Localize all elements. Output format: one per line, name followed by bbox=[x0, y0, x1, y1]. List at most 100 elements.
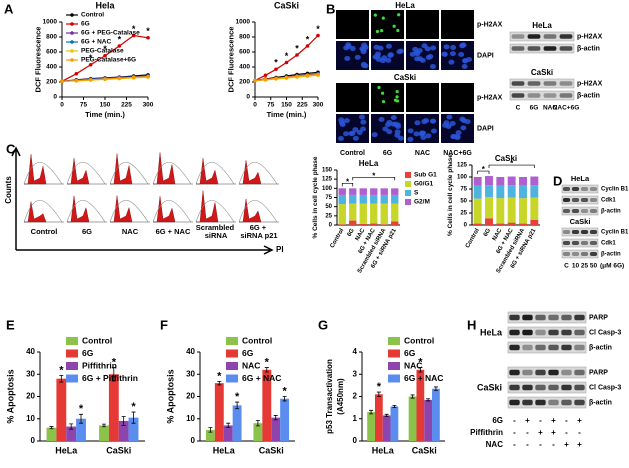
bar-segment bbox=[507, 222, 516, 225]
blot-title: CaSki bbox=[531, 68, 553, 77]
error-bar bbox=[131, 411, 136, 424]
blot-band bbox=[511, 81, 525, 86]
y-tick-label: 1000 bbox=[43, 19, 58, 26]
histogram-peak bbox=[196, 190, 219, 223]
y-tick-label: 10 bbox=[26, 414, 35, 423]
bar-segment bbox=[519, 198, 527, 224]
blot-title: CaSki bbox=[570, 217, 591, 226]
nucleus bbox=[464, 119, 471, 125]
data-point bbox=[263, 77, 268, 82]
y-tick-label: 30 bbox=[26, 369, 35, 378]
blot-band bbox=[559, 34, 573, 39]
error-bar bbox=[121, 416, 126, 426]
bar bbox=[271, 417, 281, 441]
legend-swatch bbox=[388, 362, 400, 370]
bar-segment bbox=[338, 188, 346, 195]
blot-band bbox=[543, 46, 557, 51]
blot-band bbox=[562, 198, 571, 202]
bar bbox=[56, 378, 67, 441]
blot-band bbox=[548, 369, 559, 376]
micrograph bbox=[441, 83, 474, 112]
nucleus bbox=[390, 115, 397, 121]
lane-label: C bbox=[564, 263, 569, 270]
data-point bbox=[60, 79, 64, 84]
blot-band bbox=[548, 384, 559, 391]
legend-marker bbox=[70, 58, 74, 62]
histogram-fit bbox=[23, 162, 63, 185]
significance-bracket bbox=[477, 170, 490, 175]
nucleus bbox=[361, 42, 368, 48]
nucleus bbox=[450, 134, 457, 140]
treatment-sign: - bbox=[565, 428, 568, 437]
blot-band bbox=[589, 209, 598, 213]
histogram-fit bbox=[66, 162, 106, 185]
stain-label: DAPI bbox=[477, 125, 494, 132]
panel-label: D bbox=[553, 173, 562, 188]
legend-swatch bbox=[226, 374, 238, 383]
x-tick-label: 6G bbox=[347, 228, 356, 238]
blot-strip bbox=[561, 227, 599, 237]
bar-segment bbox=[485, 176, 493, 186]
blot-strip bbox=[507, 366, 587, 379]
y-tick-label: 10 bbox=[186, 414, 195, 423]
bar-segment bbox=[370, 188, 378, 195]
blot-band bbox=[511, 46, 525, 51]
nucleus bbox=[360, 119, 367, 125]
nucleus bbox=[358, 114, 365, 120]
blot-band bbox=[574, 314, 585, 321]
nucleus bbox=[430, 45, 437, 51]
blot-strip bbox=[507, 396, 587, 409]
blot-band bbox=[589, 187, 598, 191]
legend-swatch bbox=[226, 349, 238, 358]
histogram-label: Scrambled siRNA bbox=[196, 223, 236, 240]
y-tick-label: 30 bbox=[186, 369, 195, 378]
nucleus bbox=[462, 58, 469, 64]
panel-label: C bbox=[6, 141, 16, 156]
legend-label: PEG-Catalase bbox=[81, 48, 124, 55]
micrograph bbox=[406, 83, 439, 112]
data-point bbox=[131, 33, 136, 38]
data-point bbox=[316, 33, 320, 38]
blot-band bbox=[571, 252, 580, 256]
error-bar bbox=[273, 415, 278, 421]
foci bbox=[392, 24, 396, 28]
y-tick-label: 1 bbox=[353, 414, 358, 423]
bar-segment bbox=[380, 194, 388, 204]
bar-segment bbox=[380, 203, 388, 225]
blot-band bbox=[574, 384, 585, 391]
y-tick-label: 400 bbox=[239, 64, 250, 71]
nucleus bbox=[419, 57, 426, 63]
y-tick-label: 1000 bbox=[236, 19, 251, 26]
lane-label: 10 bbox=[572, 263, 580, 270]
nucleus bbox=[419, 130, 426, 136]
nucleus bbox=[446, 114, 453, 120]
bar bbox=[205, 429, 215, 441]
y-tick-label: 200 bbox=[239, 79, 250, 86]
blot-band bbox=[509, 314, 520, 321]
data-point bbox=[117, 44, 122, 48]
blot-band bbox=[527, 46, 541, 51]
error-bar bbox=[235, 401, 240, 410]
bar bbox=[108, 374, 119, 441]
blot-band bbox=[574, 344, 585, 351]
blot-band bbox=[543, 34, 557, 39]
significance-marker: * bbox=[265, 356, 270, 368]
nucleus bbox=[360, 61, 367, 67]
panel-label: G bbox=[318, 317, 328, 332]
stain-label: p-H2AX bbox=[477, 94, 503, 101]
blot-band bbox=[522, 314, 533, 321]
significance-marker: * bbox=[282, 385, 287, 397]
lane-label: NAC+6G bbox=[553, 105, 580, 112]
y-tick-label: 0 bbox=[53, 94, 57, 101]
nucleus bbox=[425, 133, 432, 139]
x-tick-label: HeLa bbox=[213, 445, 236, 455]
y-axis-title: % Apoptosis bbox=[6, 369, 16, 423]
histogram-label: NAC bbox=[122, 227, 139, 236]
band-label: β-actin bbox=[577, 92, 600, 99]
treatment-sign: - bbox=[513, 440, 516, 449]
lane-label: NAC bbox=[543, 105, 557, 112]
histogram-fit bbox=[195, 162, 235, 185]
nucleus bbox=[421, 119, 428, 125]
blot-band bbox=[522, 399, 533, 406]
error-bar bbox=[433, 386, 438, 391]
